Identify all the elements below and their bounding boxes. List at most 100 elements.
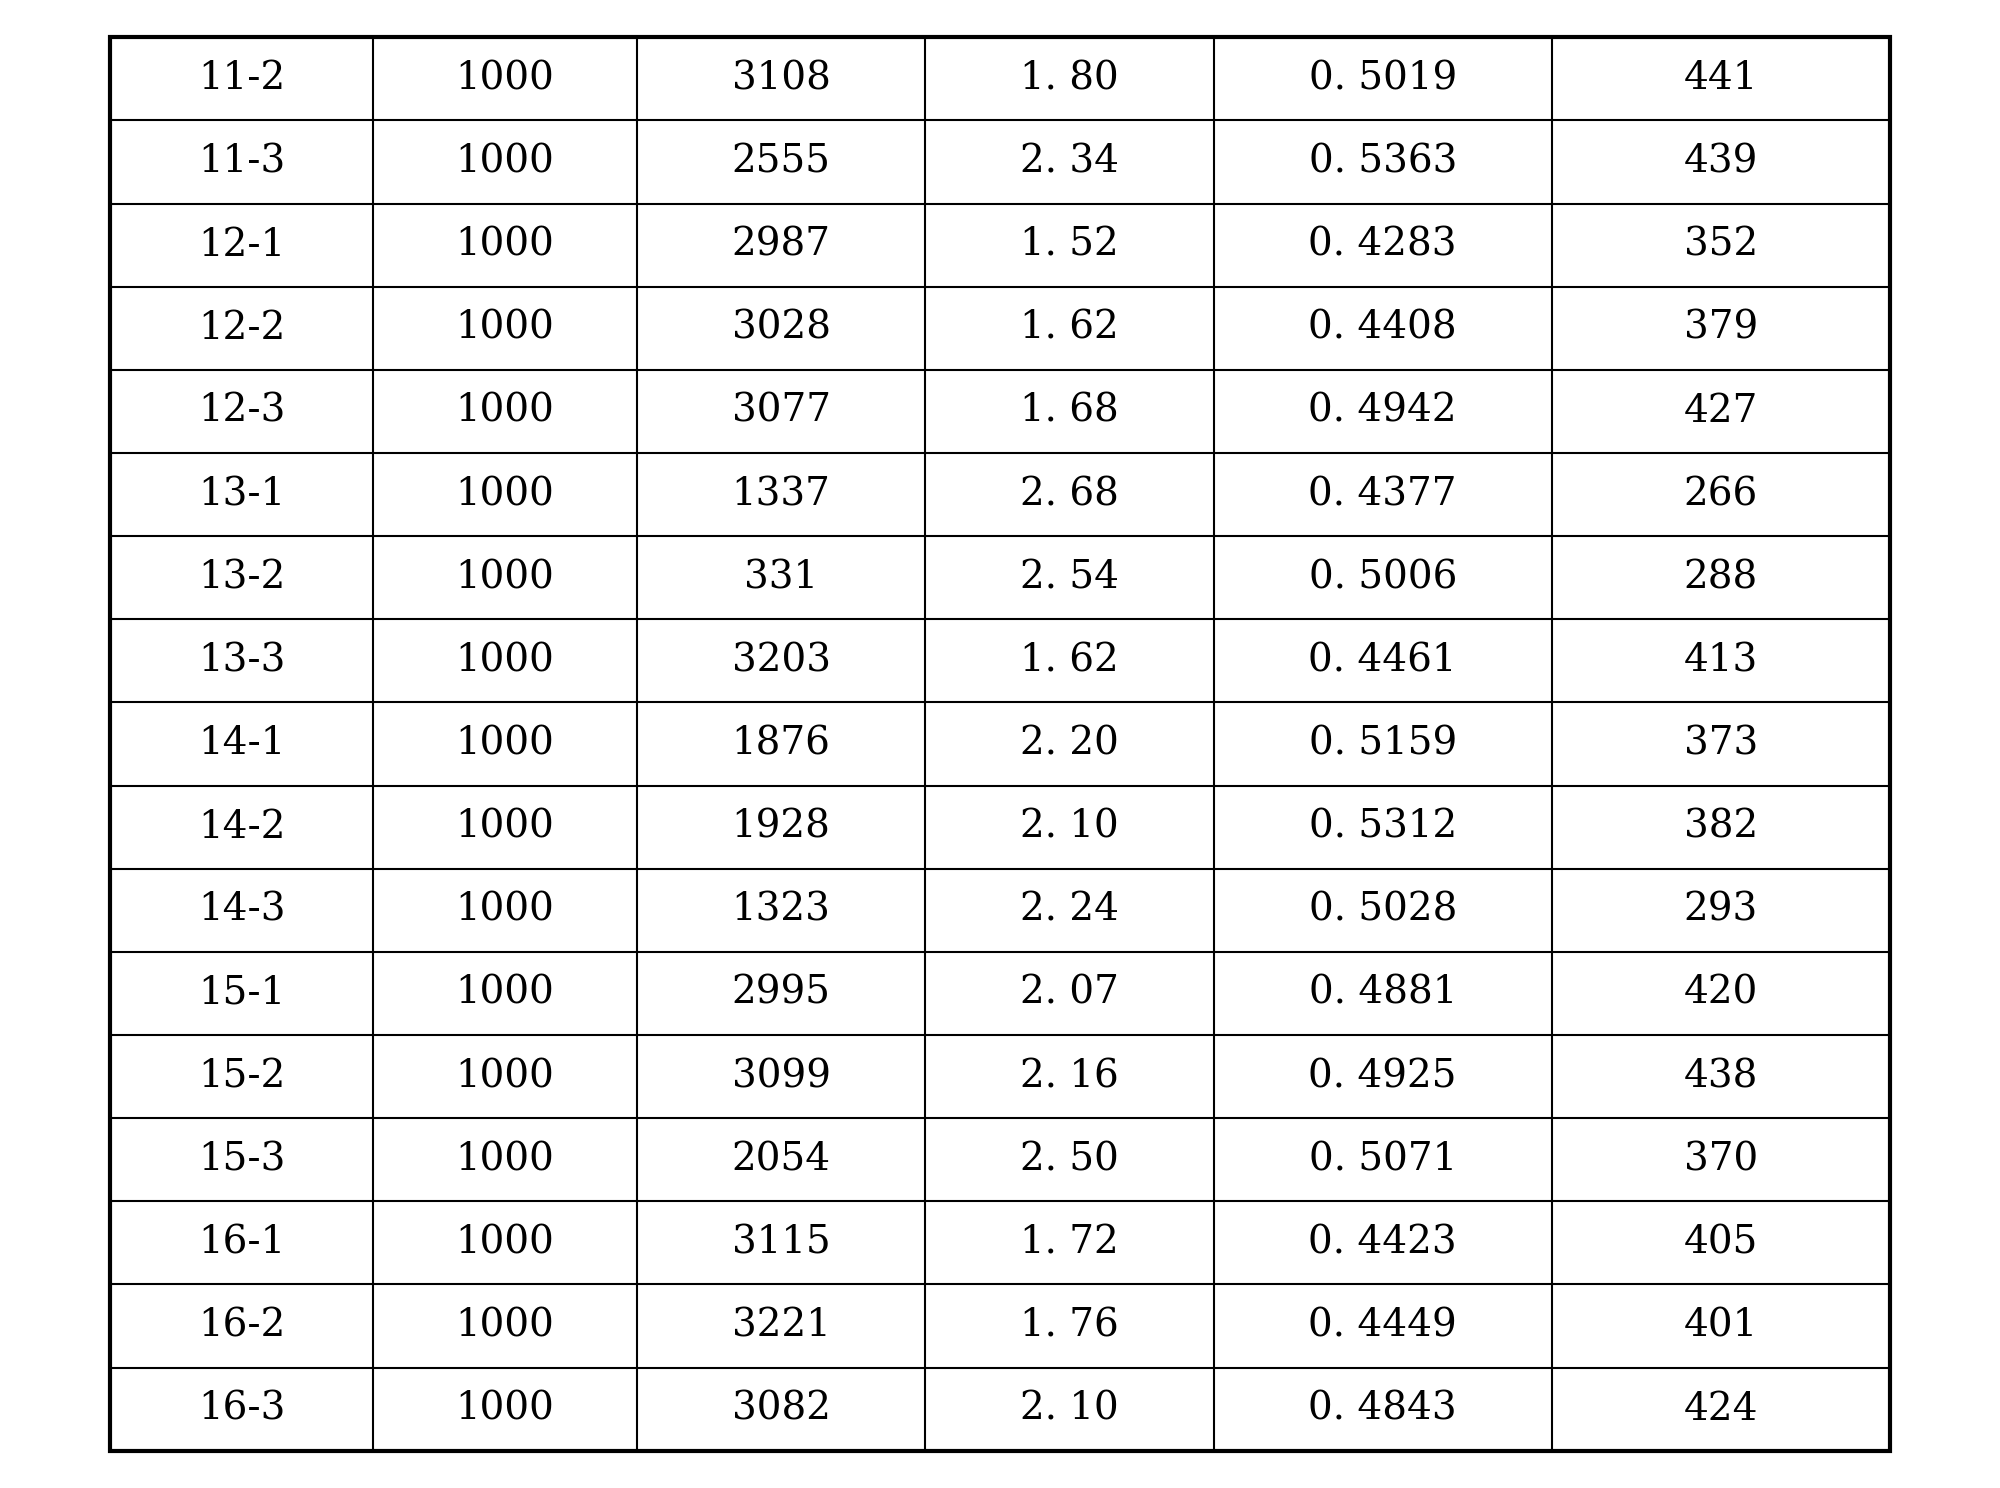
Text: 1000: 1000 xyxy=(456,1308,554,1345)
Text: 2. 50: 2. 50 xyxy=(1020,1141,1118,1178)
Text: 2. 16: 2. 16 xyxy=(1020,1058,1118,1095)
Text: 3221: 3221 xyxy=(732,1308,830,1345)
Text: 13-1: 13-1 xyxy=(198,476,286,513)
Text: 13-2: 13-2 xyxy=(198,559,286,597)
Text: 1. 62: 1. 62 xyxy=(1020,643,1118,680)
Text: 3082: 3082 xyxy=(732,1391,830,1427)
Text: 0. 4449: 0. 4449 xyxy=(1308,1308,1458,1345)
Text: 1. 68: 1. 68 xyxy=(1020,393,1118,430)
Text: 405: 405 xyxy=(1684,1225,1758,1262)
Text: 2. 10: 2. 10 xyxy=(1020,1391,1118,1427)
Bar xyxy=(110,37,1890,1451)
Text: 1000: 1000 xyxy=(456,226,554,263)
Text: 424: 424 xyxy=(1684,1391,1758,1427)
Text: 2987: 2987 xyxy=(732,226,830,263)
Text: 12-3: 12-3 xyxy=(198,393,286,430)
Text: 0. 4408: 0. 4408 xyxy=(1308,310,1458,347)
Text: 1. 72: 1. 72 xyxy=(1020,1225,1118,1262)
Text: 2995: 2995 xyxy=(732,975,830,1012)
Text: 0. 5159: 0. 5159 xyxy=(1308,726,1456,762)
Text: 1000: 1000 xyxy=(456,891,554,929)
Text: 370: 370 xyxy=(1684,1141,1758,1178)
Text: 1323: 1323 xyxy=(732,891,830,929)
Text: 2555: 2555 xyxy=(732,143,830,180)
Text: 331: 331 xyxy=(744,559,818,597)
Text: 14-3: 14-3 xyxy=(198,891,286,929)
Text: 3115: 3115 xyxy=(732,1225,830,1262)
Text: 1000: 1000 xyxy=(456,1058,554,1095)
Text: 0. 5006: 0. 5006 xyxy=(1308,559,1456,597)
Text: 2. 34: 2. 34 xyxy=(1020,143,1118,180)
Text: 2. 68: 2. 68 xyxy=(1020,476,1118,513)
Text: 2. 54: 2. 54 xyxy=(1020,559,1118,597)
Text: 1000: 1000 xyxy=(456,61,554,97)
Text: 288: 288 xyxy=(1684,559,1758,597)
Text: 427: 427 xyxy=(1684,393,1758,430)
Text: 2. 24: 2. 24 xyxy=(1020,891,1118,929)
Text: 15-2: 15-2 xyxy=(198,1058,286,1095)
Text: 11-3: 11-3 xyxy=(198,143,286,180)
Text: 1000: 1000 xyxy=(456,310,554,347)
Text: 1000: 1000 xyxy=(456,559,554,597)
Text: 379: 379 xyxy=(1684,310,1758,347)
Text: 0. 5028: 0. 5028 xyxy=(1308,891,1456,929)
Text: 439: 439 xyxy=(1684,143,1758,180)
Text: 1. 62: 1. 62 xyxy=(1020,310,1118,347)
Text: 1928: 1928 xyxy=(732,808,830,845)
Text: 16-1: 16-1 xyxy=(198,1225,286,1262)
Text: 0. 4423: 0. 4423 xyxy=(1308,1225,1458,1262)
Text: 293: 293 xyxy=(1684,891,1758,929)
Text: 12-1: 12-1 xyxy=(198,226,286,263)
Text: 420: 420 xyxy=(1684,975,1758,1012)
Text: 441: 441 xyxy=(1684,61,1758,97)
Text: 1000: 1000 xyxy=(456,476,554,513)
Text: 413: 413 xyxy=(1684,643,1758,680)
Text: 0. 4377: 0. 4377 xyxy=(1308,476,1456,513)
Text: 1000: 1000 xyxy=(456,1391,554,1427)
Text: 373: 373 xyxy=(1684,726,1758,762)
Text: 0. 4881: 0. 4881 xyxy=(1308,975,1456,1012)
Text: 1. 52: 1. 52 xyxy=(1020,226,1118,263)
Text: 1. 80: 1. 80 xyxy=(1020,61,1118,97)
Text: 0. 4843: 0. 4843 xyxy=(1308,1391,1458,1427)
Text: 352: 352 xyxy=(1684,226,1758,263)
Text: 3108: 3108 xyxy=(732,61,830,97)
Text: 438: 438 xyxy=(1684,1058,1758,1095)
Text: 2. 20: 2. 20 xyxy=(1020,726,1118,762)
Text: 3077: 3077 xyxy=(732,393,830,430)
Text: 2. 07: 2. 07 xyxy=(1020,975,1118,1012)
Text: 0. 4461: 0. 4461 xyxy=(1308,643,1456,680)
Text: 1337: 1337 xyxy=(732,476,830,513)
Text: 16-3: 16-3 xyxy=(198,1391,286,1427)
Text: 1000: 1000 xyxy=(456,808,554,845)
Text: 0. 5363: 0. 5363 xyxy=(1308,143,1456,180)
Text: 13-3: 13-3 xyxy=(198,643,286,680)
Text: 0. 4942: 0. 4942 xyxy=(1308,393,1458,430)
Text: 2054: 2054 xyxy=(732,1141,830,1178)
Text: 266: 266 xyxy=(1684,476,1758,513)
Text: 401: 401 xyxy=(1684,1308,1758,1345)
Text: 11-2: 11-2 xyxy=(198,61,286,97)
Text: 15-1: 15-1 xyxy=(198,975,286,1012)
Text: 0. 5071: 0. 5071 xyxy=(1308,1141,1456,1178)
Text: 1000: 1000 xyxy=(456,975,554,1012)
Text: 14-2: 14-2 xyxy=(198,808,286,845)
Text: 382: 382 xyxy=(1684,808,1758,845)
Text: 1000: 1000 xyxy=(456,143,554,180)
Text: 3203: 3203 xyxy=(732,643,830,680)
Text: 2. 10: 2. 10 xyxy=(1020,808,1118,845)
Text: 14-1: 14-1 xyxy=(198,726,286,762)
Text: 12-2: 12-2 xyxy=(198,310,286,347)
Text: 0. 5019: 0. 5019 xyxy=(1308,61,1456,97)
Text: 0. 5312: 0. 5312 xyxy=(1308,808,1456,845)
Text: 1000: 1000 xyxy=(456,1225,554,1262)
Text: 3099: 3099 xyxy=(732,1058,830,1095)
Text: 1876: 1876 xyxy=(732,726,830,762)
Text: 15-3: 15-3 xyxy=(198,1141,286,1178)
Text: 1000: 1000 xyxy=(456,726,554,762)
Text: 1000: 1000 xyxy=(456,1141,554,1178)
Text: 1000: 1000 xyxy=(456,643,554,680)
Text: 0. 4925: 0. 4925 xyxy=(1308,1058,1456,1095)
Text: 0. 4283: 0. 4283 xyxy=(1308,226,1456,263)
Text: 3028: 3028 xyxy=(732,310,830,347)
